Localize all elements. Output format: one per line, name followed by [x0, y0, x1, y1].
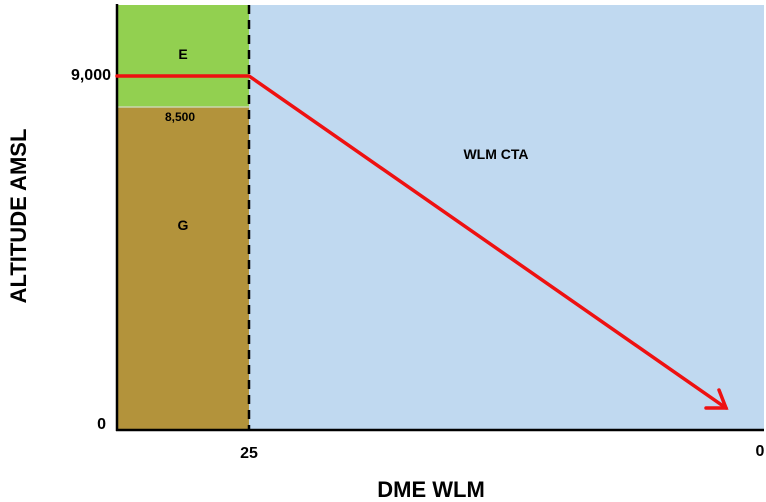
y-axis-title: ALTITUDE AMSL [6, 129, 31, 304]
cta-label: WLM CTA [463, 146, 528, 162]
arrow-head-icon [704, 388, 729, 410]
x-axis-title: DME WLM [377, 477, 485, 502]
class-e-label: E [178, 46, 187, 62]
y-tick-0: 0 [97, 416, 106, 433]
class-g-region [117, 107, 249, 430]
class-g-label: G [178, 217, 189, 233]
descent-profile-line [115, 74, 728, 410]
class-e-region [117, 5, 249, 107]
y-tick-9000: 9,000 [71, 67, 111, 84]
x-tick-0: 0 [756, 443, 765, 460]
x-tick-25: 25 [240, 445, 258, 462]
boundary-altitude-label: 8,500 [165, 110, 195, 124]
cta-region [249, 5, 764, 430]
